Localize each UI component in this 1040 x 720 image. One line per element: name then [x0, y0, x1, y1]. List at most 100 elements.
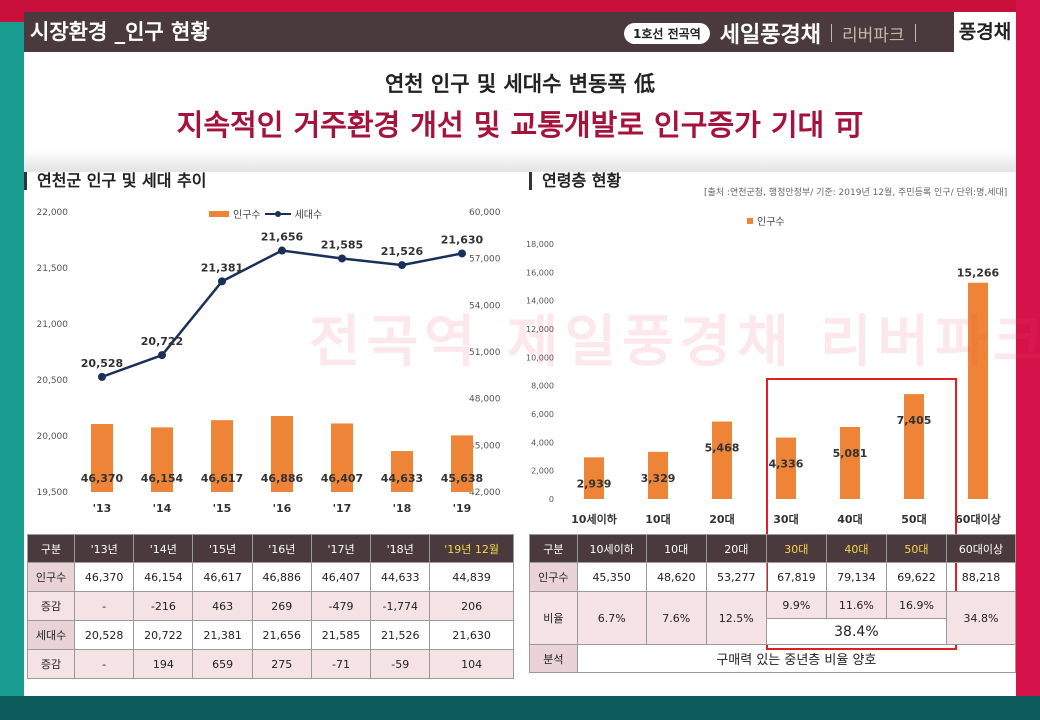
table-cell: -: [74, 591, 135, 621]
bar-label: 2,939: [577, 477, 612, 490]
table-cell: 46,886: [251, 562, 312, 592]
table-header: '17년: [310, 534, 372, 563]
y-tick: 6,000: [531, 410, 554, 419]
y-tick-left: 20,500: [37, 376, 69, 386]
table-cell: 46,407: [310, 562, 372, 592]
table-cell: 11.6%: [825, 591, 887, 619]
legend-label-population: 인구수: [233, 210, 261, 221]
table-cell: 275: [251, 649, 312, 679]
bar: [391, 451, 413, 492]
y-tick: 0: [549, 495, 554, 504]
x-tick-label: '16: [273, 502, 292, 515]
table-cell: 48,620: [645, 562, 707, 592]
table-row: 비율 6.7% 7.6% 12.5% 9.9% 11.6% 16.9% 34.8…: [529, 591, 1017, 645]
frame-right: [1016, 0, 1040, 720]
table-cell: -59: [370, 649, 431, 679]
bar: [331, 423, 353, 492]
table-header: 구분: [26, 534, 76, 563]
table-cell: 21,526: [370, 620, 431, 650]
table-cell: 6.7%: [576, 591, 647, 645]
x-tick-label: 20대: [709, 512, 734, 526]
table-header: 50대: [885, 534, 947, 563]
line-point: [98, 372, 106, 381]
line-label: 20,528: [81, 357, 123, 370]
right-legend: 인구수: [747, 213, 785, 228]
table-cell: 44,839: [429, 562, 514, 592]
table-cell: -71: [310, 649, 372, 679]
brand-divider: [830, 24, 832, 42]
table-cell: -: [74, 649, 135, 679]
table-cell: 21,381: [192, 620, 253, 650]
table-cell: 46,617: [192, 562, 253, 592]
table-cell: 104: [429, 649, 514, 679]
table-cell: 38.4%: [765, 618, 947, 645]
brand-tab: 풍경채: [954, 12, 1016, 52]
x-tick-label: '14: [153, 502, 172, 515]
bar: [91, 424, 113, 492]
table-cell: -479: [310, 591, 372, 621]
table-header: 60대이상: [945, 534, 1017, 563]
y-tick-right: 48,000: [469, 395, 501, 405]
legend-swatch-bar: [209, 210, 229, 217]
x-tick-label: '15: [213, 502, 232, 515]
y-tick-left: 21,000: [37, 320, 69, 330]
age-table: 구분 10세이하 10대 20대 30대 40대 50대 60대이상 인구수 4…: [529, 534, 1017, 673]
table-cell: 7.6%: [645, 591, 707, 645]
table-cell: 21,630: [429, 620, 514, 650]
table-cell: 증감: [26, 591, 76, 621]
line-label: 21,630: [441, 233, 484, 246]
brand-tag: 1호선 전곡역: [624, 22, 710, 44]
table-cell: 12.5%: [705, 591, 767, 645]
headline-line2: 지속적인 거주환경 개선 및 교통개발로 인구증가 기대 可: [176, 108, 864, 142]
bar-label: 46,617: [201, 472, 243, 485]
table-cell: 21,585: [310, 620, 372, 650]
brand-name: 세일풍경채: [719, 23, 821, 48]
bar: [584, 457, 604, 499]
table-cell: 46,154: [133, 562, 194, 592]
legend-label-population: 인구수: [757, 217, 785, 228]
table-cell: 인구수: [26, 562, 76, 592]
table-cell: 16.9%: [885, 591, 947, 619]
frame-bottom: [0, 696, 1040, 720]
brand-sub: 리버파크: [841, 25, 905, 46]
line-label: 21,585: [321, 238, 363, 251]
legend-swatch-line: [264, 210, 291, 217]
watermark: 전곡역 제일풍경채 리버파크: [309, 310, 1040, 375]
line-point: [218, 277, 226, 286]
line-point: [398, 261, 406, 270]
right-panel-title: 연령층 현황: [529, 172, 621, 190]
line-point: [458, 249, 466, 258]
headline-line1: 연천 인구 및 세대수 변동폭 低: [384, 72, 656, 96]
table-cell: 증감: [26, 649, 76, 679]
x-tick-label: '17: [333, 502, 352, 515]
table-row: 인구수 46,370 46,154 46,617 46,886 46,407 4…: [26, 562, 514, 592]
y-tick: 4,000: [531, 438, 554, 447]
y-tick-left: 19,500: [37, 488, 69, 498]
table-cell: 비율: [529, 591, 578, 645]
table-header-row: 구분 10세이하 10대 20대 30대 40대 50대 60대이상: [529, 534, 1017, 563]
line-label: 21,656: [261, 231, 304, 244]
y-tick: 16,000: [526, 268, 554, 277]
table-cell: 20,528: [74, 620, 135, 650]
table-cell: 206: [429, 591, 514, 621]
table-cell: 9.9%: [765, 591, 827, 619]
table-cell: 53,277: [705, 562, 767, 592]
table-cell: 분석: [529, 644, 578, 673]
legend-label-households: 세대수: [294, 210, 323, 221]
table-row: 세대수 20,528 20,722 21,381 21,656 21,585 2…: [26, 620, 514, 650]
y-tick-left: 22,000: [37, 208, 69, 218]
table-header: '18년: [370, 534, 431, 563]
table-header: '16년: [251, 534, 312, 563]
table-cell: 45,350: [576, 562, 647, 592]
table-cell: 21,656: [251, 620, 312, 650]
table-header: '15년: [192, 534, 253, 563]
bar-label: 46,370: [81, 472, 124, 485]
table-cell: 79,134: [825, 562, 887, 592]
bar-label: 46,154: [141, 472, 184, 485]
table-row: 38.4%: [530, 618, 1016, 645]
bar-label: 3,329: [641, 472, 676, 485]
table-header: 30대: [765, 534, 827, 563]
slide-content: 연천 인구 및 세대수 변동폭 低 지속적인 거주환경 개선 및 교통개발로 인…: [24, 52, 1040, 696]
headline-shadow: [24, 150, 1016, 172]
table-cell: 34.8%: [945, 591, 1017, 645]
